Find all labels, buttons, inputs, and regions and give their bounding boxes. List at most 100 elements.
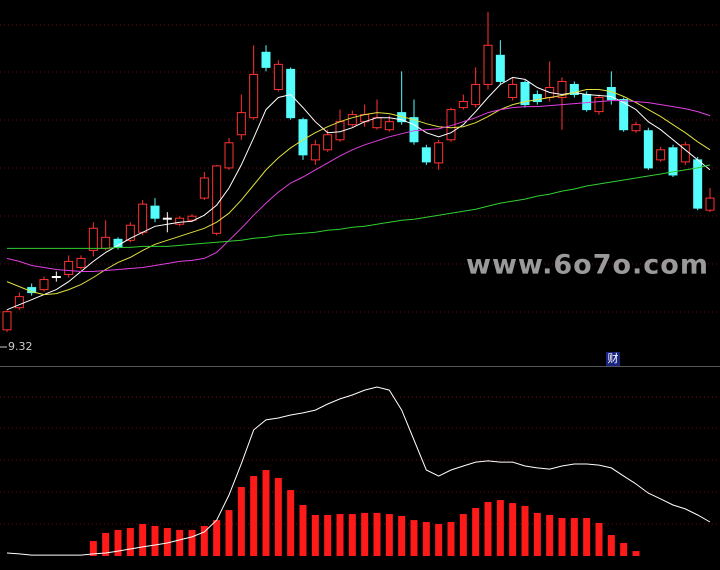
- indicator-bar: [225, 510, 233, 556]
- candle-body: [471, 83, 481, 106]
- candle-body: [236, 112, 246, 136]
- indicator-bar: [595, 522, 603, 556]
- indicator-bar: [410, 520, 418, 556]
- candle-body: [421, 147, 431, 163]
- candle-body: [162, 217, 172, 220]
- candle-body: [508, 83, 518, 99]
- indicator-bar: [484, 501, 492, 556]
- candle-body: [286, 68, 296, 119]
- indicator-bar: [533, 512, 541, 556]
- indicator-bar: [385, 514, 393, 556]
- indicator-bar: [459, 514, 467, 556]
- candle-body: [249, 73, 259, 119]
- candle-body: [372, 117, 382, 129]
- indicator-bar: [89, 541, 97, 556]
- candle-body: [656, 149, 666, 161]
- candle-body: [101, 236, 111, 249]
- moving-average-line: [6, 89, 711, 296]
- candle-body: [520, 81, 530, 106]
- indicator-bar: [114, 529, 122, 556]
- indicator-bar: [607, 535, 615, 556]
- indicator-bar: [139, 524, 147, 556]
- indicator-bar: [546, 514, 554, 556]
- indicator-bar: [237, 487, 245, 556]
- candle-body: [458, 101, 468, 109]
- indicator-bar: [299, 504, 307, 556]
- candle-body: [532, 94, 542, 103]
- candle-body: [668, 147, 678, 176]
- candle-body: [76, 257, 86, 268]
- candle-body: [14, 296, 24, 309]
- indicator-bar: [472, 507, 480, 556]
- candle-body: [138, 203, 148, 233]
- indicator-bar: [570, 518, 578, 556]
- indicator-bar: [521, 505, 529, 556]
- indicator-bar: [632, 551, 640, 556]
- grid: [0, 24, 720, 525]
- moving-average-line: [6, 100, 711, 272]
- indicator-bar: [496, 500, 504, 556]
- candle-body: [409, 117, 419, 143]
- candle-body: [125, 224, 135, 241]
- indicator-bar: [151, 525, 159, 556]
- candle-body: [619, 99, 629, 131]
- indicator-bar: [509, 503, 517, 556]
- indicator-bar: [361, 512, 369, 556]
- indicator-bar: [262, 470, 270, 556]
- candle-body: [39, 279, 49, 291]
- candle-body: [199, 177, 209, 199]
- indicator-bar: [373, 512, 381, 556]
- indicator-bar: [435, 524, 443, 556]
- indicator-bar: [188, 529, 196, 556]
- indicator-bar: [422, 521, 430, 556]
- candle-body: [483, 44, 493, 85]
- candle-body: [310, 144, 320, 161]
- marker-box: [606, 352, 620, 366]
- candle-body: [175, 217, 185, 225]
- candle-body: [434, 142, 444, 164]
- candle-body: [569, 83, 579, 96]
- indicator-bar: [620, 542, 628, 556]
- candle-body: [705, 197, 715, 211]
- indicator-line: [6, 386, 711, 556]
- indicator-bar: [287, 490, 295, 556]
- indicator-bar: [250, 476, 258, 556]
- candle-body: [224, 142, 234, 169]
- candle-body: [594, 97, 604, 113]
- candle-body: [51, 276, 61, 279]
- candle-body: [323, 134, 333, 151]
- indicator-bar: [274, 477, 282, 556]
- indicator-bar: [163, 528, 171, 556]
- indicator-bar: [311, 514, 319, 556]
- marker-label: 财: [608, 351, 619, 365]
- indicator-bar: [583, 518, 591, 556]
- indicator-bar: [176, 529, 184, 556]
- indicator-bar: [558, 518, 566, 556]
- candle-body: [187, 215, 197, 221]
- candle-body: [88, 227, 98, 251]
- indicator-bar: [126, 528, 134, 556]
- indicator-bar: [324, 514, 332, 556]
- candle-body: [557, 80, 567, 99]
- indicator-bar: [336, 514, 344, 556]
- indicator-bar: [398, 515, 406, 556]
- low-label: 9.32: [8, 340, 33, 353]
- candle-body: [347, 114, 357, 126]
- candle-body: [2, 311, 12, 331]
- indicator-bar: [348, 514, 356, 556]
- candle-body: [631, 124, 641, 132]
- indicator-bar: [213, 520, 221, 556]
- candle-body: [495, 54, 505, 82]
- moving-average-line: [7, 164, 711, 249]
- candle-body: [64, 260, 74, 276]
- indicator-bar: [200, 525, 208, 556]
- candle-body: [643, 130, 653, 169]
- candle-body: [273, 63, 283, 90]
- candle-body: [261, 51, 271, 68]
- indicator-bar: [102, 532, 110, 556]
- candle-body: [150, 205, 160, 219]
- candle-body: [298, 119, 308, 156]
- watermark: www.6o7o.com: [466, 250, 709, 281]
- indicator-bar: [447, 521, 455, 556]
